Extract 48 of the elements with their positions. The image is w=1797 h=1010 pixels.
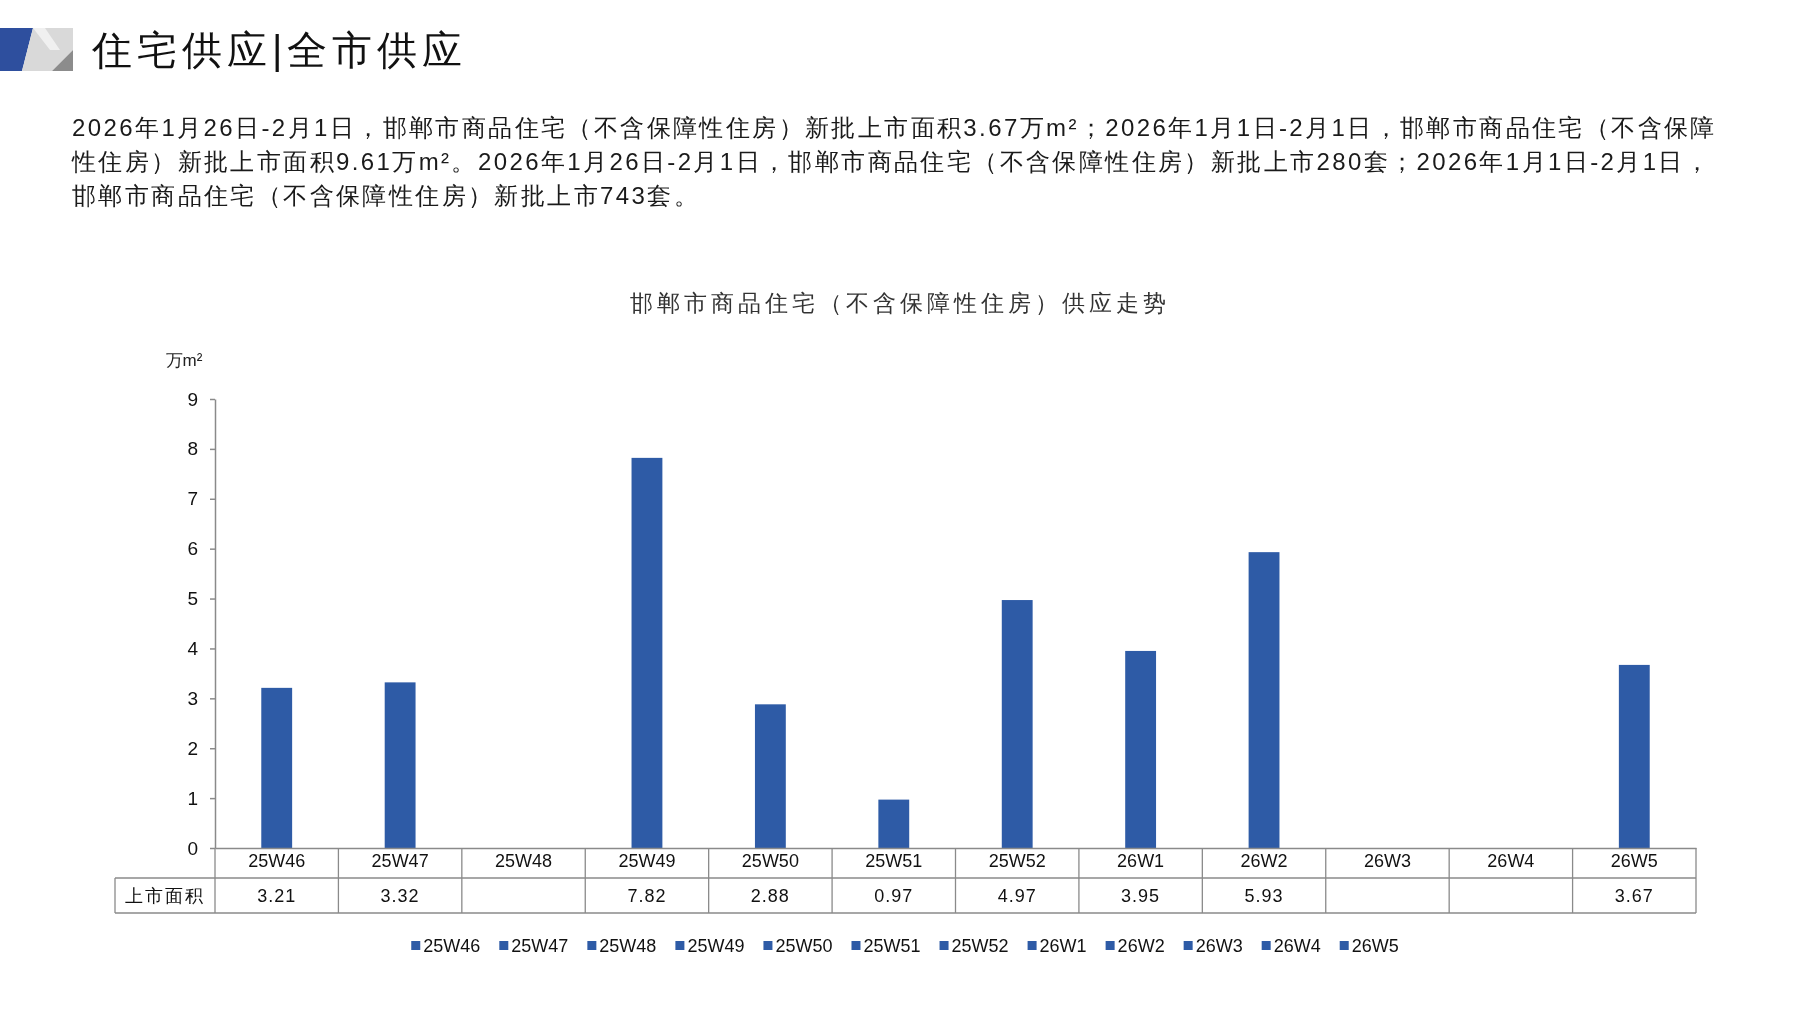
y-axis-title: 万m² xyxy=(165,351,203,370)
text: 上市面积 xyxy=(125,885,205,906)
x-tick-label: 25W52 xyxy=(988,850,1046,871)
category-label: 25W46 xyxy=(423,936,481,957)
data-label: 5.93 xyxy=(1244,885,1284,906)
y-tick-label: 3 xyxy=(187,687,198,709)
category-label: 25W51 xyxy=(863,936,921,957)
category-label: 26W1 xyxy=(1039,936,1087,957)
x-tick-label: 25W51 xyxy=(865,850,923,871)
data-label: 7.82 xyxy=(627,885,667,906)
x-tick-label: 26W5 xyxy=(1610,850,1658,871)
y-tick-label: 9 xyxy=(187,388,198,410)
y-tick-label: 4 xyxy=(187,638,199,660)
x-tick-label: 25W50 xyxy=(741,850,799,871)
category-label: 26W3 xyxy=(1195,936,1243,957)
x-tick-label: 25W47 xyxy=(371,850,429,871)
y-tick-label: 0 xyxy=(187,837,198,859)
y-tick-label: 2 xyxy=(187,737,198,759)
y-tick-label: 8 xyxy=(187,438,198,460)
x-tick-label: 26W4 xyxy=(1487,850,1535,871)
category-label: 26W2 xyxy=(1117,936,1165,957)
y-tick-label: 1 xyxy=(187,787,198,809)
x-tick-label: 26W1 xyxy=(1117,850,1165,871)
x-tick-label: 25W46 xyxy=(248,850,306,871)
y-tick-label: 5 xyxy=(187,588,198,610)
text: 2026年1月26日-2月1日，邯郸市商品住宅（不含保障性住房）新批上市面积3.67万m²；2026年1月1日-2月1日，邯郸市商品住宅（不含保障性住房）新批上市面积9.61万m²。2026年1月26日-2月1日，邯郸市商品住宅（不含保障性住房）新批上市280套；2026年1月1日-2月1日，邯郸市商品住宅（不含保障性住房）新批上市743套。 xyxy=(72,113,1718,211)
text: 住宅供应|全市供应 xyxy=(91,28,468,72)
data-label: 0.97 xyxy=(874,885,914,906)
data-label: 3.21 xyxy=(257,885,297,906)
category-label: 25W52 xyxy=(951,936,1009,957)
data-label: 3.67 xyxy=(1614,885,1654,906)
x-tick-label: 26W2 xyxy=(1240,850,1288,871)
x-tick-label: 25W49 xyxy=(618,850,676,871)
category-label: 25W50 xyxy=(775,936,833,957)
data-label: 3.95 xyxy=(1121,885,1161,906)
data-label: 2.88 xyxy=(750,885,790,906)
data-label: 3.32 xyxy=(380,885,420,906)
y-tick-label: 6 xyxy=(187,538,198,560)
x-tick-label: 26W3 xyxy=(1363,850,1411,871)
category-label: 25W49 xyxy=(687,936,745,957)
chart-title: 邯郸市商品住宅（不含保障性住房）供应走势 xyxy=(630,290,1170,316)
category-label: 25W48 xyxy=(599,936,657,957)
category-label: 25W47 xyxy=(511,936,569,957)
data-label: 4.97 xyxy=(997,885,1037,906)
x-tick-label: 25W48 xyxy=(495,850,553,871)
y-tick-label: 7 xyxy=(187,488,198,510)
category-label: 26W4 xyxy=(1273,936,1321,957)
category-label: 26W5 xyxy=(1351,936,1399,957)
